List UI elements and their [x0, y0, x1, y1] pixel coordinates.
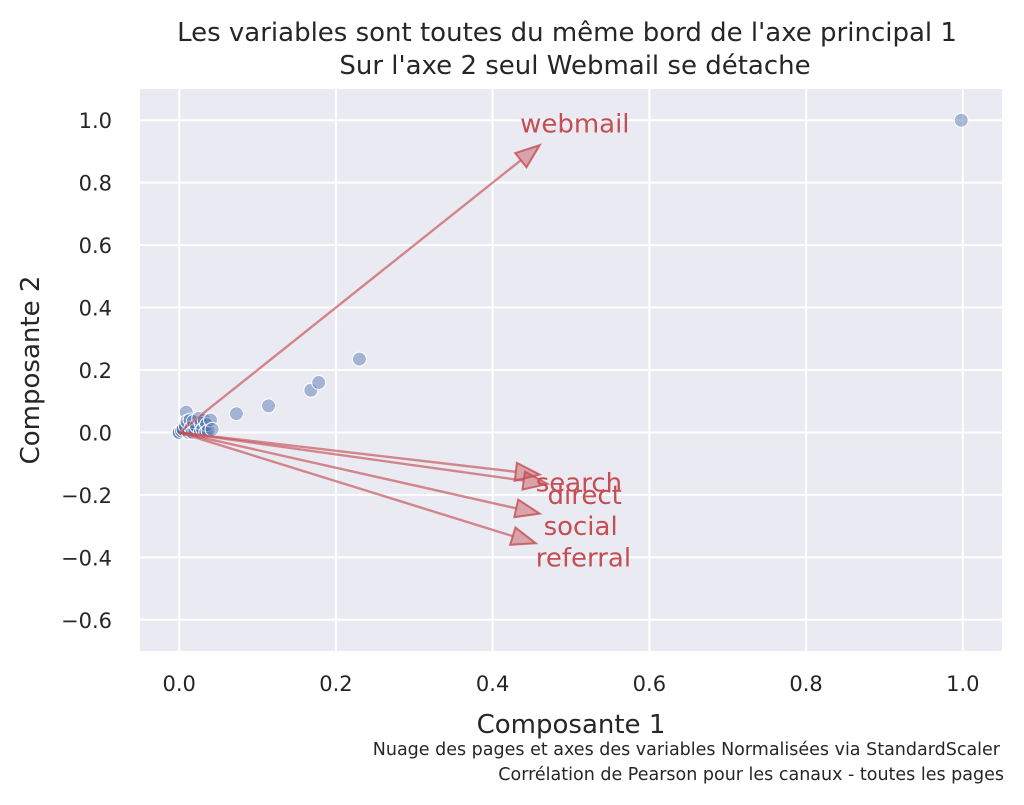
scatter-point [203, 412, 219, 428]
y-tick-label: 0.4 [79, 297, 112, 321]
y-tick-label: 0.6 [79, 234, 112, 258]
x-tick-label: 0.2 [319, 672, 352, 696]
y-tick-label: 0.8 [79, 172, 112, 196]
vector-label-direct: direct [547, 481, 621, 511]
vector-label-search: search [536, 468, 622, 498]
scatter-point [351, 351, 367, 367]
y-tick-label: −0.4 [61, 546, 112, 570]
horizontal-gridlines [140, 119, 1002, 621]
vector-head-social [512, 497, 543, 519]
vector-search [179, 431, 516, 473]
vector-head-referral [508, 525, 539, 546]
x-tick-label: 0.8 [789, 672, 822, 696]
y-axis-label: Composante 2 [16, 276, 46, 465]
vector-head-webmail [513, 143, 542, 169]
scatter-point [311, 374, 327, 390]
x-tick-labels: 0.0 0.2 0.4 0.6 0.8 1.0 [162, 672, 979, 696]
scatter-point [953, 112, 969, 128]
chart-title-line-1: Les variables sont toutes du même bord d… [177, 18, 957, 48]
y-tick-label: 0.0 [79, 421, 112, 445]
y-tick-label: −0.6 [61, 609, 112, 633]
vector-head-direct [521, 470, 551, 491]
scatter-point [303, 382, 319, 398]
vector-label-webmail: webmail [520, 109, 629, 139]
caption-line-2: Corrélation de Pearson pour les canaux -… [498, 765, 1004, 785]
y-tick-labels: 1.0 0.8 0.6 0.4 0.2 0.0 −0.2 −0.4 −0.6 [61, 109, 112, 633]
vector-webmail [178, 159, 522, 434]
chart-title-line-2: Sur l'axe 2 seul Webmail se détache [339, 51, 810, 81]
scatter-point [228, 406, 244, 422]
vector-referral [178, 431, 514, 538]
y-tick-label: 1.0 [79, 109, 112, 133]
vector-label-social: social [544, 512, 618, 542]
vector-label-referral: referral [536, 543, 631, 573]
caption-line-1: Nuage des pages et axes des variables No… [373, 740, 1001, 760]
x-tick-label: 0.0 [162, 672, 195, 696]
y-tick-label: −0.2 [61, 484, 112, 508]
scatter-point [261, 398, 277, 414]
x-tick-label: 1.0 [946, 672, 979, 696]
scatter-point [204, 421, 220, 437]
vector-direct [179, 431, 524, 482]
y-tick-label: 0.2 [79, 359, 112, 383]
vector-social [178, 431, 517, 510]
x-axis-label: Composante 1 [477, 710, 666, 740]
x-tick-label: 0.6 [633, 672, 666, 696]
x-tick-label: 0.4 [476, 672, 509, 696]
